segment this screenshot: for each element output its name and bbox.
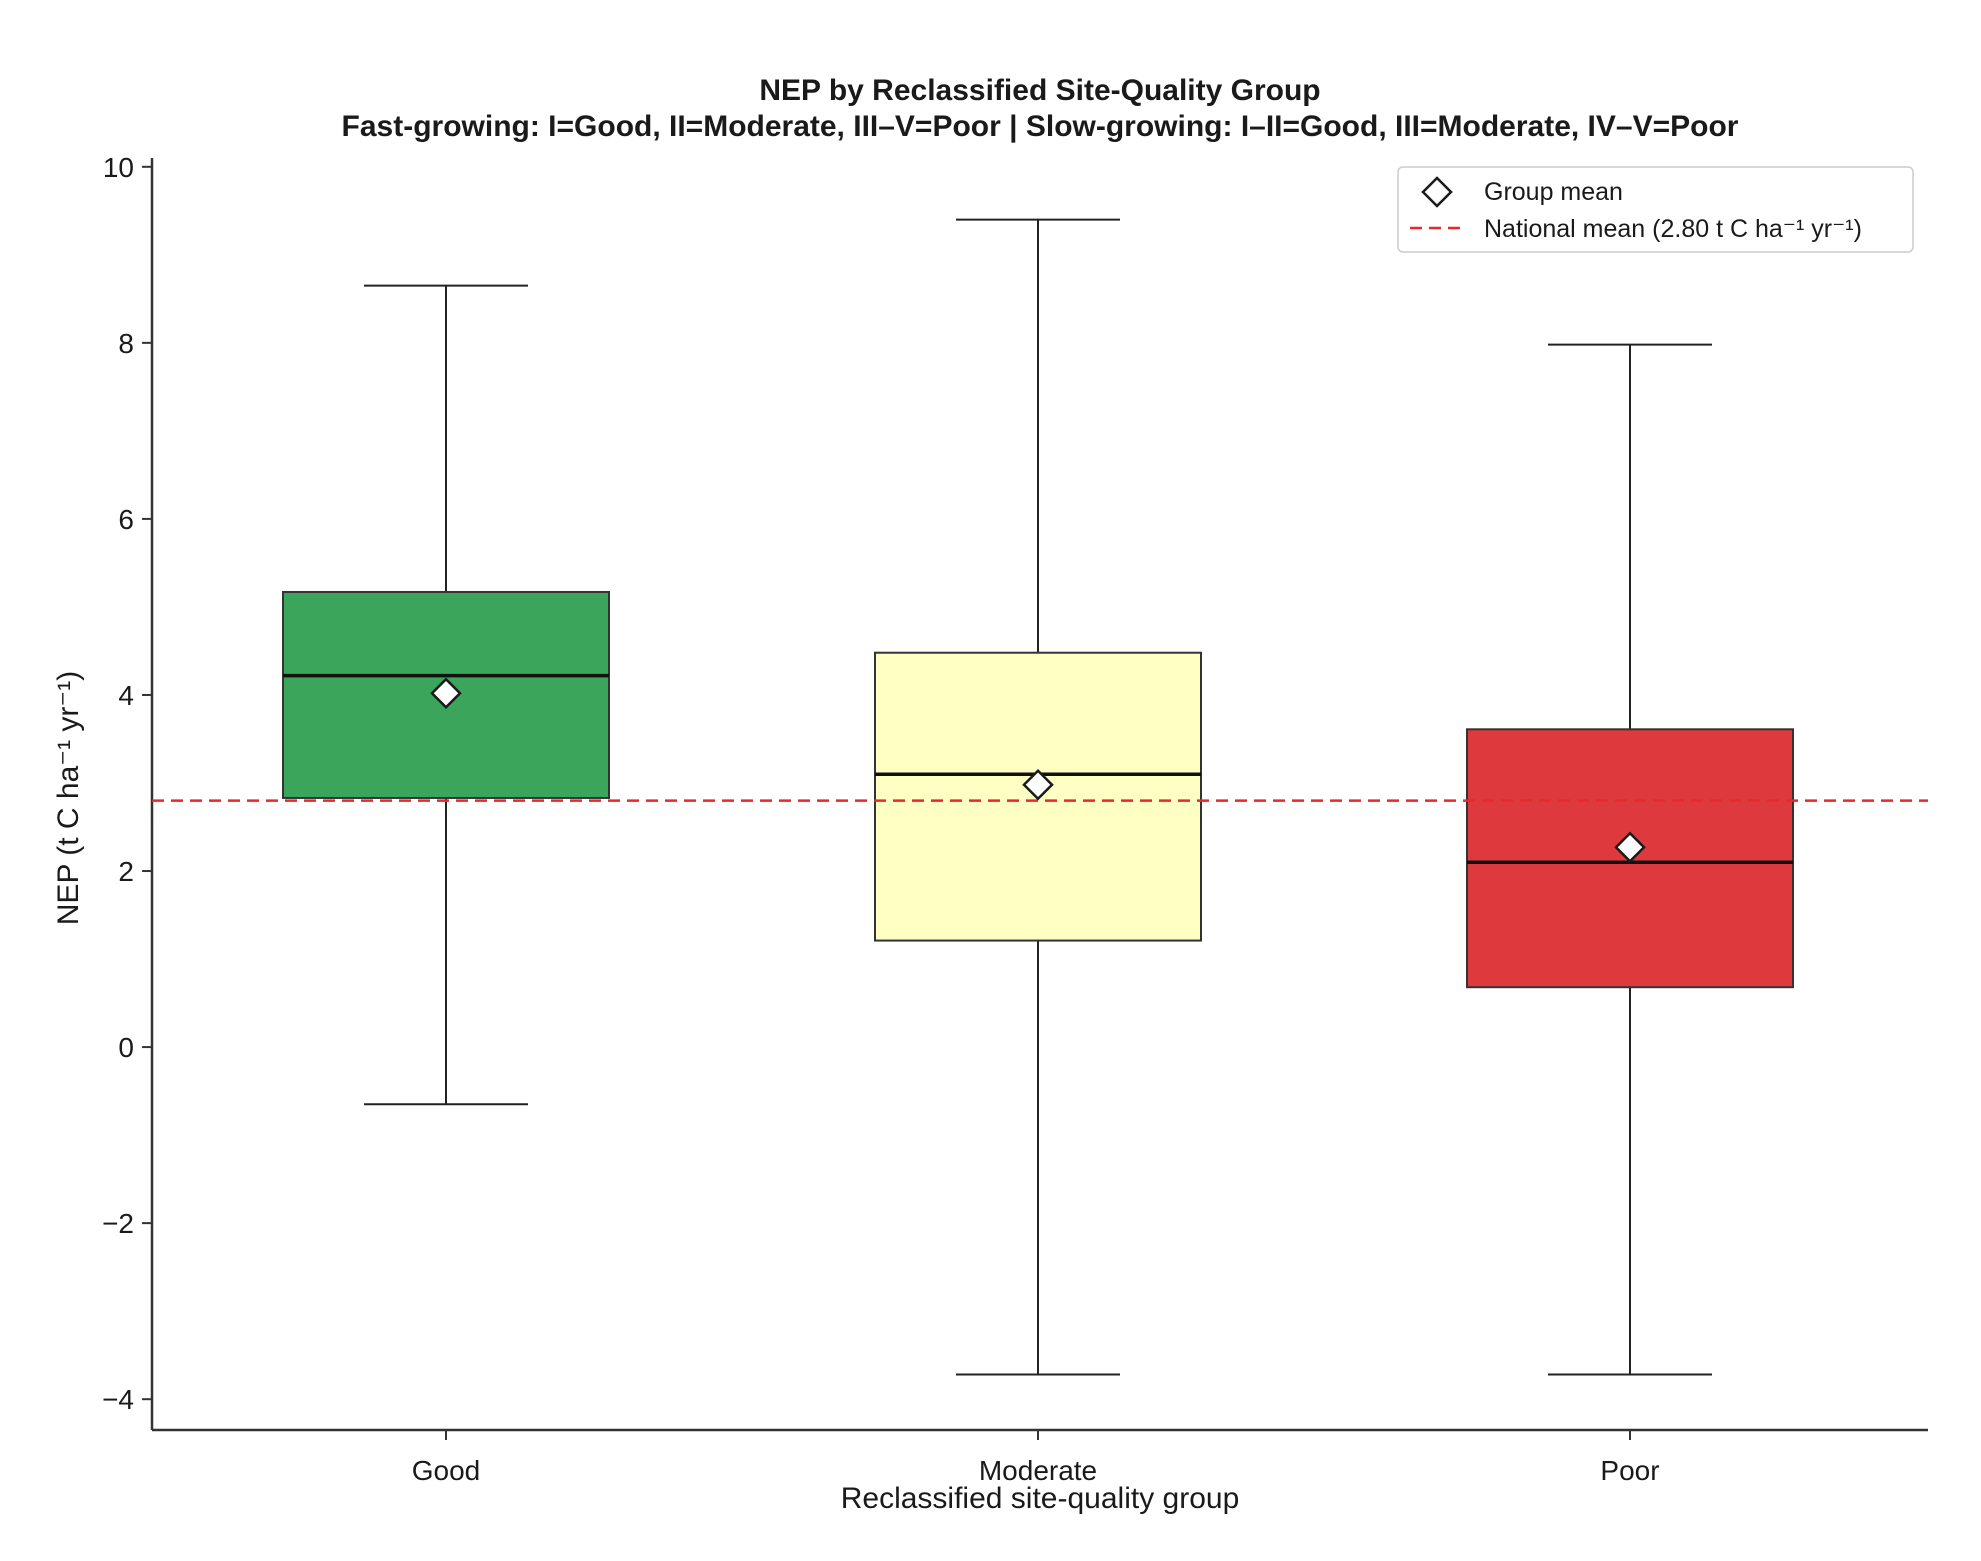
legend-label-group-mean: Group mean — [1484, 178, 1623, 206]
y-tick-label: 4 — [118, 680, 134, 711]
mean-marker-good — [430, 677, 462, 709]
diamond-icon — [1421, 176, 1453, 208]
x-axis-label: Reclassified site-quality group — [841, 1482, 1240, 1515]
mean-marker-poor — [1614, 831, 1646, 864]
y-axis-label: NEP (t C ha⁻¹ yr⁻¹) — [52, 671, 85, 925]
legend-label-national-mean: National mean (2.80 t C ha⁻¹ yr⁻¹) — [1484, 215, 1862, 243]
x-tick-label-moderate: Moderate — [979, 1455, 1097, 1486]
y-tick-label: −2 — [102, 1208, 134, 1239]
y-tick-label: 0 — [118, 1032, 134, 1063]
y-tick-label: 6 — [118, 504, 134, 535]
legend-box — [1397, 166, 1914, 253]
y-tick-label: 8 — [118, 328, 134, 359]
legend: Group mean National mean (2.80 t C ha⁻¹ … — [1397, 166, 1914, 253]
x-tick-label-poor: Poor — [1600, 1455, 1659, 1486]
y-tick-label: 10 — [103, 152, 134, 183]
chart-title: NEP by Reclassified Site-Quality Group — [759, 74, 1320, 107]
chart-subtitle: Fast-growing: I=Good, II=Moderate, III–V… — [342, 110, 1739, 143]
mean-marker-moderate — [1022, 768, 1054, 801]
x-tick-label-good: Good — [412, 1455, 481, 1486]
y-tick-label: 2 — [118, 856, 134, 887]
y-tick-label: −4 — [102, 1384, 134, 1415]
